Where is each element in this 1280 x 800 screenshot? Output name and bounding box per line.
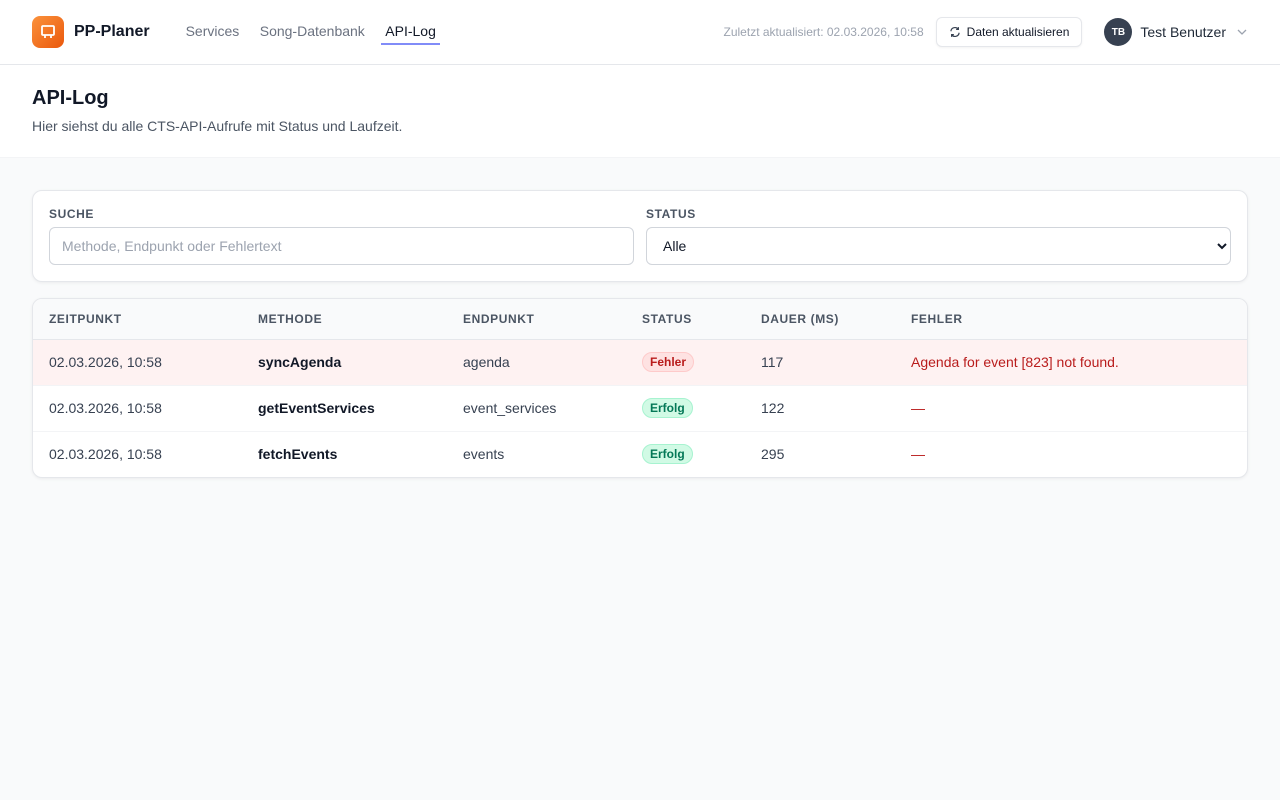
col-dauer: DAUER (MS)	[745, 299, 895, 340]
cell-error: —	[911, 446, 925, 463]
status-select[interactable]: Alle	[646, 227, 1231, 265]
user-name[interactable]: Test Benutzer	[1140, 24, 1226, 40]
page-header: API-Log Hier siehst du alle CTS-API-Aufr…	[0, 65, 1280, 158]
nav-song-datenbank[interactable]: Song-Datenbank	[259, 23, 365, 39]
cell-time: 02.03.2026, 10:58	[33, 385, 242, 432]
last-updated: Zuletzt aktualisiert: 02.03.2026, 10:58	[723, 25, 924, 39]
search-input[interactable]	[49, 227, 634, 265]
col-zeitpunkt: ZEITPUNKT	[33, 299, 242, 340]
app-name: PP-Planer	[74, 23, 150, 40]
chevron-down-icon[interactable]	[1236, 26, 1248, 38]
status-badge: Fehler	[642, 352, 695, 372]
nav-services[interactable]: Services	[185, 23, 240, 39]
col-methode: METHODE	[242, 299, 447, 340]
cell-endpoint: event_services	[447, 385, 626, 432]
cell-method: fetchEvents	[258, 446, 338, 463]
cell-method: getEventServices	[242, 385, 447, 432]
top-bar: PP-Planer Services Song-Datenbank API-Lo…	[0, 0, 1280, 65]
avatar[interactable]: TB	[1104, 18, 1133, 46]
main-nav: Services Song-Datenbank API-Log	[182, 19, 448, 45]
cell-time: 02.03.2026, 10:58	[49, 446, 162, 463]
status-badge: Erfolg	[642, 444, 693, 465]
app-logo[interactable]	[32, 16, 64, 48]
filter-card: SUCHE STATUS Alle	[32, 190, 1248, 282]
cell-method: syncAgenda	[242, 339, 447, 386]
api-log-table: ZEITPUNKT METHODE ENDPUNKT STATUS DAUER …	[33, 299, 1247, 477]
cell-error: Agenda for event [823] not found.	[895, 339, 1247, 386]
status-label: STATUS	[646, 207, 696, 221]
col-status: STATUS	[626, 299, 745, 340]
col-fehler: FEHLER	[895, 299, 1247, 340]
status-badge: Erfolg	[642, 398, 693, 418]
refresh-icon	[949, 27, 960, 37]
refresh-button[interactable]: Daten aktualisieren	[935, 17, 1083, 47]
cell-duration: 117	[745, 339, 895, 386]
cell-time: 02.03.2026, 10:58	[33, 339, 242, 386]
cell-endpoint: events	[463, 446, 505, 463]
nav-api-log[interactable]: API-Log	[381, 19, 440, 45]
cell-duration: 122	[745, 385, 895, 432]
page-title: API-Log	[32, 87, 109, 109]
refresh-label: Daten aktualisieren	[966, 25, 1070, 39]
cell-error: —	[895, 385, 1247, 432]
cell-duration: 295	[761, 446, 785, 463]
table-row: 02.03.2026, 10:58 getEventServices event…	[33, 385, 1247, 432]
search-label: SUCHE	[49, 207, 95, 221]
col-endpunkt: ENDPUNKT	[447, 299, 626, 340]
table-row: 02.03.2026, 10:58 fetchEvents events Erf…	[33, 431, 1247, 477]
api-log-table-card: ZEITPUNKT METHODE ENDPUNKT STATUS DAUER …	[32, 298, 1248, 478]
presentation-icon	[41, 25, 55, 38]
page-subtitle: Hier siehst du alle CTS-API-Aufrufe mit …	[32, 118, 403, 134]
cell-endpoint: agenda	[447, 339, 626, 386]
table-row: 02.03.2026, 10:58 syncAgenda agenda Fehl…	[33, 339, 1247, 386]
